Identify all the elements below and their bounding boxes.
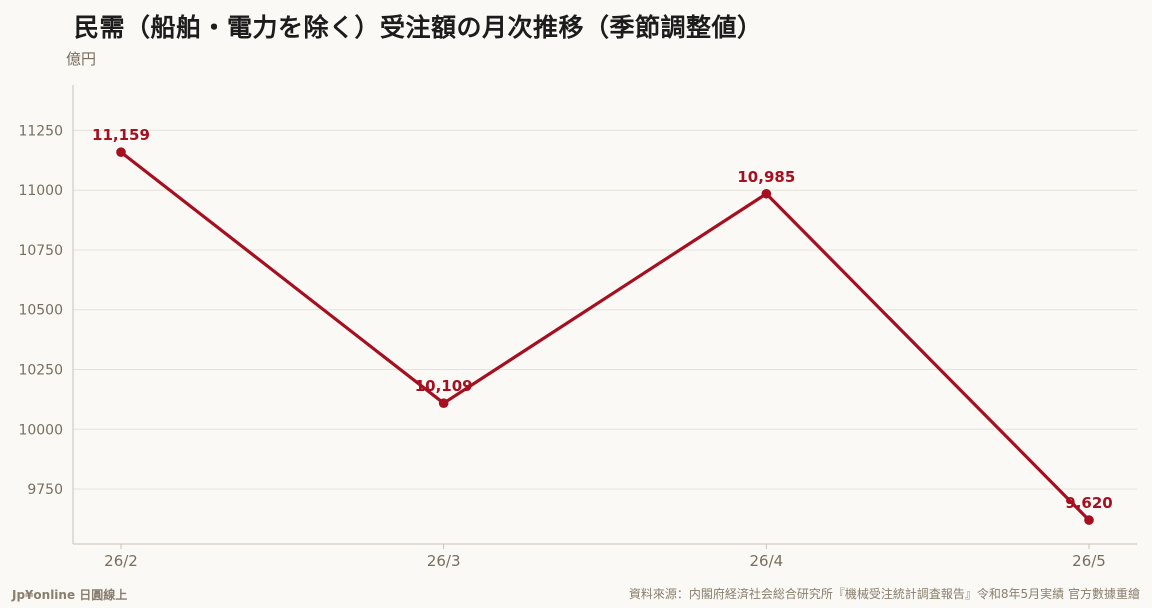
data-label: 10,985 xyxy=(737,168,795,186)
y-tick-label: 10000 xyxy=(18,422,63,438)
y-tick-label: 10750 xyxy=(18,243,63,259)
data-point xyxy=(1084,515,1094,525)
x-tick-labels: 26/2 26/3 26/4 26/5 xyxy=(104,552,1106,570)
chart-title: 民需（船舶・電力を除く）受注額の月次推移（季節調整値） xyxy=(74,13,763,42)
y-tick-labels: 9750 10000 10250 10500 10750 11000 11250 xyxy=(18,123,63,498)
source-note: 資料來源：内閣府経済社会総合研究所『機械受注統計調査報告』令和8年5月実績 官方… xyxy=(628,587,1140,601)
series-line xyxy=(119,150,1091,522)
y-tick-label: 9750 xyxy=(27,482,63,498)
x-tick-label: 26/3 xyxy=(427,552,461,570)
y-tick-label: 11250 xyxy=(18,123,63,139)
data-label: 10,109 xyxy=(415,377,473,395)
data-label: 9,620 xyxy=(1065,494,1112,512)
x-tick-label: 26/2 xyxy=(104,552,138,570)
axes xyxy=(72,85,1137,549)
data-point xyxy=(116,147,126,157)
brand-logo-text: Jp¥online 日圓線上 xyxy=(12,588,128,602)
y-tick-label: 11000 xyxy=(18,183,63,199)
data-label: 11,159 xyxy=(92,126,150,144)
y-tick-label: 10250 xyxy=(18,362,63,378)
x-tick-label: 26/5 xyxy=(1072,552,1106,570)
data-point xyxy=(761,188,772,199)
y-axis-unit-label: 億円 xyxy=(66,50,97,68)
data-points xyxy=(116,147,1094,525)
data-labels: 11,159 10,109 10,985 9,620 xyxy=(92,126,1113,512)
series-line-group xyxy=(119,150,1091,522)
y-tick-label: 10500 xyxy=(18,303,63,319)
x-tick-label: 26/4 xyxy=(749,552,783,570)
gridlines xyxy=(73,129,1137,490)
data-point xyxy=(438,398,449,408)
